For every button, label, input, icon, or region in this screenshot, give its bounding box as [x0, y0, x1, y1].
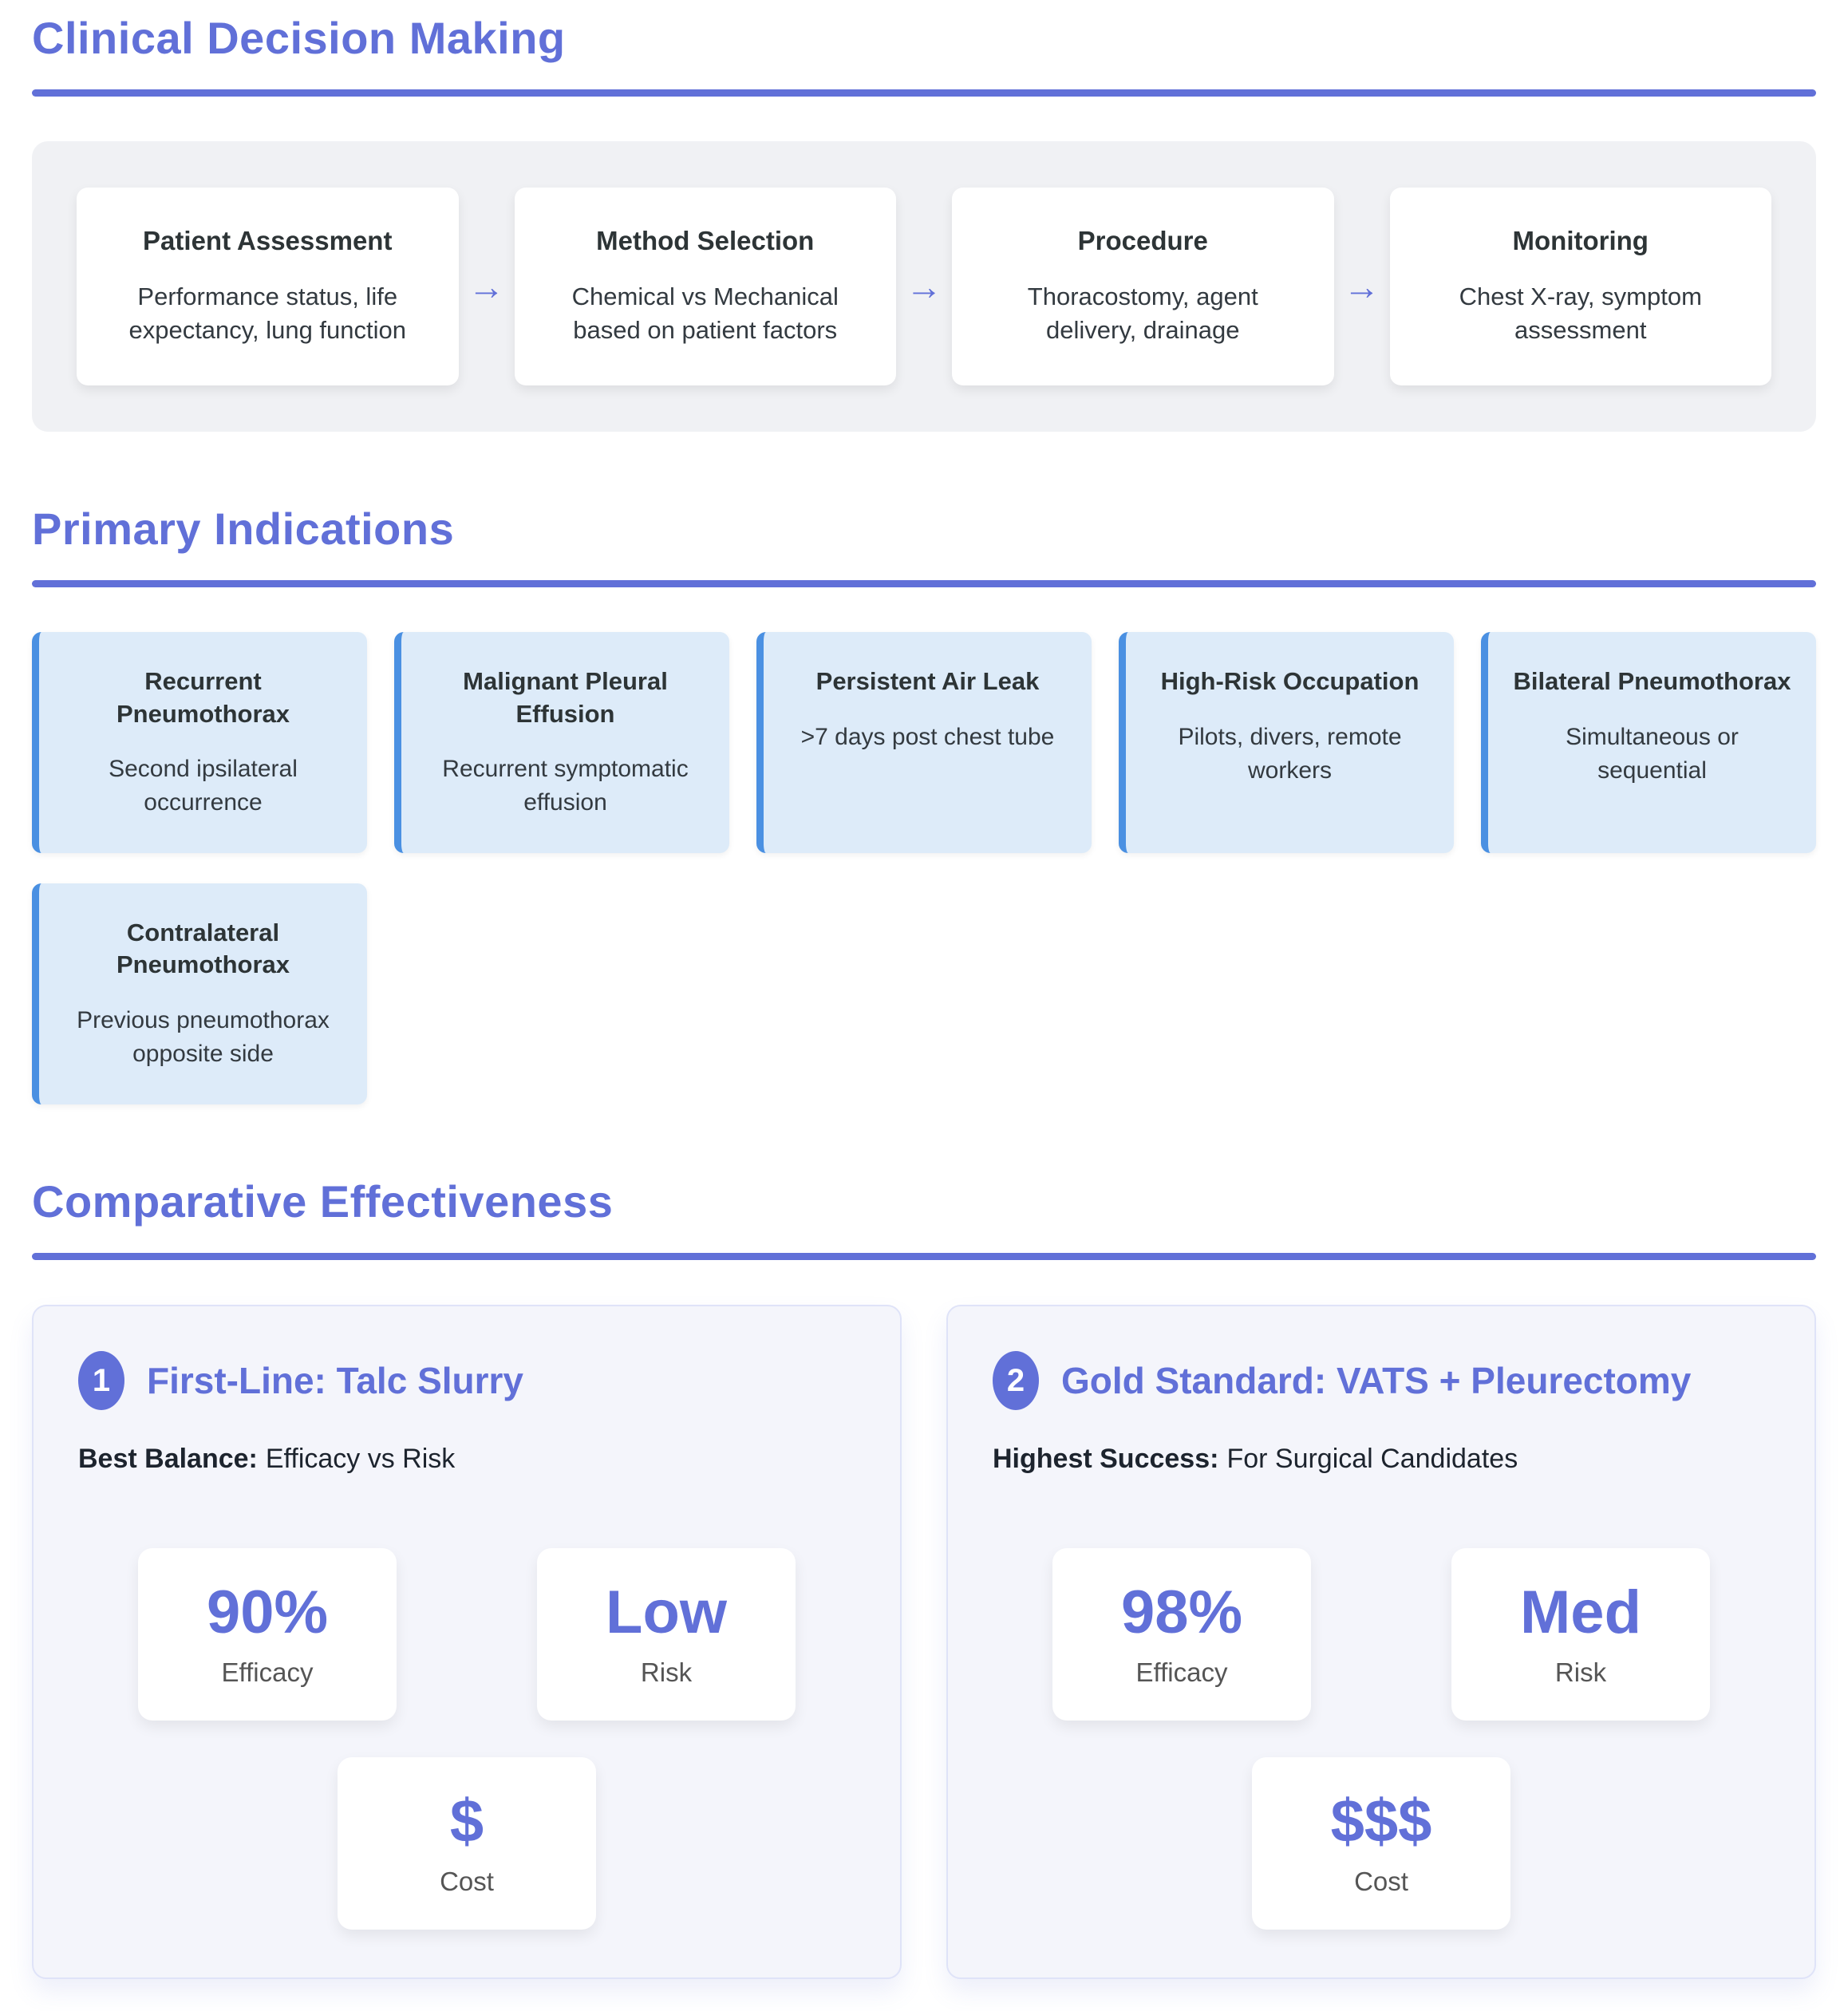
flow-step-title: Method Selection: [596, 226, 815, 256]
panel-title: First-Line: Talc Slurry: [147, 1360, 524, 1402]
stat-value: Med: [1520, 1578, 1641, 1647]
flow-step-title: Patient Assessment: [143, 226, 393, 256]
indication-title: Bilateral Pneumothorax: [1513, 667, 1791, 696]
stats-row: $ Cost: [78, 1757, 855, 1930]
stat-value: $$$: [1330, 1788, 1432, 1856]
indication-title: Malignant Pleural Effusion: [463, 667, 668, 728]
indication-title: High-Risk Occupation: [1160, 667, 1420, 696]
flow-step-monitoring: Monitoring Chest X-ray, symptom assessme…: [1389, 188, 1771, 386]
flow-step-title: Monitoring: [1512, 226, 1649, 256]
indication-card-bilateral-pneumothorax: Bilateral Pneumothorax Simultaneous or s…: [1481, 632, 1816, 854]
page-title: Clinical Decision Making: [32, 13, 566, 63]
rank-1-badge: 1: [78, 1351, 124, 1411]
section-title: Comparative Effectiveness: [32, 1175, 614, 1227]
stat-label: Cost: [440, 1866, 494, 1896]
panel-header: 2 Gold Standard: VATS + Pleurectomy: [993, 1351, 1770, 1411]
flow-step-desc: Thoracostomy, agent delivery, drainage: [1027, 282, 1258, 345]
panel-note-text: For Surgical Candidates: [1226, 1444, 1518, 1475]
indication-title: Recurrent Pneumothorax: [116, 667, 290, 728]
panel-note: Highest Success: For Surgical Candidates: [993, 1444, 1770, 1475]
stat-label: Risk: [1554, 1657, 1607, 1687]
panel-vats-pleurectomy: 2 Gold Standard: VATS + Pleurectomy High…: [946, 1305, 1816, 1980]
panel-talc-slurry: 1 First-Line: Talc Slurry Best Balance: E…: [32, 1305, 902, 1980]
section-primary-indications: Primary Indications Recurrent Pneumothor…: [32, 504, 1816, 1104]
stat-label: Risk: [640, 1657, 693, 1687]
stats-row: 98% Efficacy Med Risk: [993, 1548, 1770, 1721]
stat-value: $: [449, 1788, 484, 1856]
panel-header: 1 First-Line: Talc Slurry: [78, 1351, 855, 1411]
rank-2-badge: 2: [993, 1351, 1039, 1411]
panel-note-label: Best Balance:: [78, 1444, 258, 1475]
stat-efficacy: 98% Efficacy: [1052, 1548, 1311, 1721]
panel-title: Gold Standard: VATS + Pleurectomy: [1061, 1360, 1692, 1402]
indication-title: Contralateral Pneumothorax: [116, 919, 290, 979]
stat-risk: Med Risk: [1451, 1548, 1710, 1721]
panel-note-text: Efficacy vs Risk: [265, 1444, 456, 1475]
stat-cost: $$$ Cost: [1252, 1757, 1510, 1930]
panel-note-label: Highest Success:: [993, 1444, 1219, 1475]
indication-card-contralateral-pneumothorax: Contralateral Pneumothorax Previous pneu…: [32, 883, 367, 1104]
indication-desc: >7 days post chest tube: [800, 723, 1055, 750]
indication-desc: Second ipsilateral occurrence: [109, 756, 298, 816]
panel-note: Best Balance: Efficacy vs Risk: [78, 1444, 855, 1475]
indication-desc: Recurrent symptomatic effusion: [442, 756, 689, 816]
indication-desc: Simultaneous or sequential: [1566, 723, 1739, 784]
stat-value: 90%: [206, 1578, 329, 1647]
flow-step-desc: Performance status, life expectancy, lun…: [128, 282, 407, 345]
right-arrow-icon: →: [468, 266, 505, 308]
indication-desc: Pilots, divers, remote workers: [1178, 723, 1402, 784]
stat-value: 98%: [1120, 1578, 1243, 1647]
section-comparative-effectiveness: Comparative Effectiveness 1 First-Line: …: [32, 1175, 1816, 1980]
stats-grid: 90% Efficacy Low Risk $ Cost: [78, 1548, 855, 1930]
section-divider: [32, 580, 1816, 588]
section-divider: [32, 1253, 1816, 1261]
stat-efficacy: 90% Efficacy: [138, 1548, 397, 1721]
stats-row: 90% Efficacy Low Risk: [78, 1548, 855, 1721]
section-divider: [32, 89, 1816, 97]
indication-title: Persistent Air Leak: [815, 667, 1040, 696]
stat-risk: Low Risk: [537, 1548, 796, 1721]
decision-flow: Patient Assessment Performance status, l…: [32, 141, 1816, 433]
flow-step-desc: Chest X-ray, symptom assessment: [1459, 282, 1702, 345]
indication-card-high-risk-occupation: High-Risk Occupation Pilots, divers, rem…: [1119, 632, 1454, 854]
effectiveness-panels: 1 First-Line: Talc Slurry Best Balance: E…: [32, 1305, 1816, 1980]
indication-desc: Previous pneumothorax opposite side: [77, 1006, 330, 1067]
stat-value: Low: [606, 1578, 727, 1647]
section-title: Primary Indications: [32, 504, 455, 555]
flow-step-title: Procedure: [1077, 226, 1208, 256]
stat-label: Cost: [1354, 1866, 1408, 1896]
stats-grid: 98% Efficacy Med Risk $$$ Cost: [993, 1548, 1770, 1930]
right-arrow-icon: →: [1343, 266, 1380, 308]
flow-step-patient-assessment: Patient Assessment Performance status, l…: [77, 188, 459, 386]
section-clinical-decision-making: Clinical Decision Making Patient Assessm…: [32, 13, 1816, 433]
flow-step-procedure: Procedure Thoracostomy, agent delivery, …: [952, 188, 1334, 386]
stat-cost: $ Cost: [338, 1757, 596, 1930]
indication-card-persistent-air-leak: Persistent Air Leak >7 days post chest t…: [756, 632, 1092, 854]
stat-label: Efficacy: [221, 1657, 314, 1687]
flow-step-desc: Chemical vs Mechanical based on patient …: [571, 282, 839, 345]
indications-grid: Recurrent Pneumothorax Second ipsilatera…: [32, 632, 1816, 1104]
indication-card-malignant-pleural-effusion: Malignant Pleural Effusion Recurrent sym…: [394, 632, 729, 854]
stats-row: $$$ Cost: [993, 1757, 1770, 1930]
flow-step-method-selection: Method Selection Chemical vs Mechanical …: [514, 188, 896, 386]
stat-label: Efficacy: [1135, 1657, 1228, 1687]
right-arrow-icon: →: [906, 266, 942, 308]
indication-card-recurrent-pneumothorax: Recurrent Pneumothorax Second ipsilatera…: [32, 632, 367, 854]
